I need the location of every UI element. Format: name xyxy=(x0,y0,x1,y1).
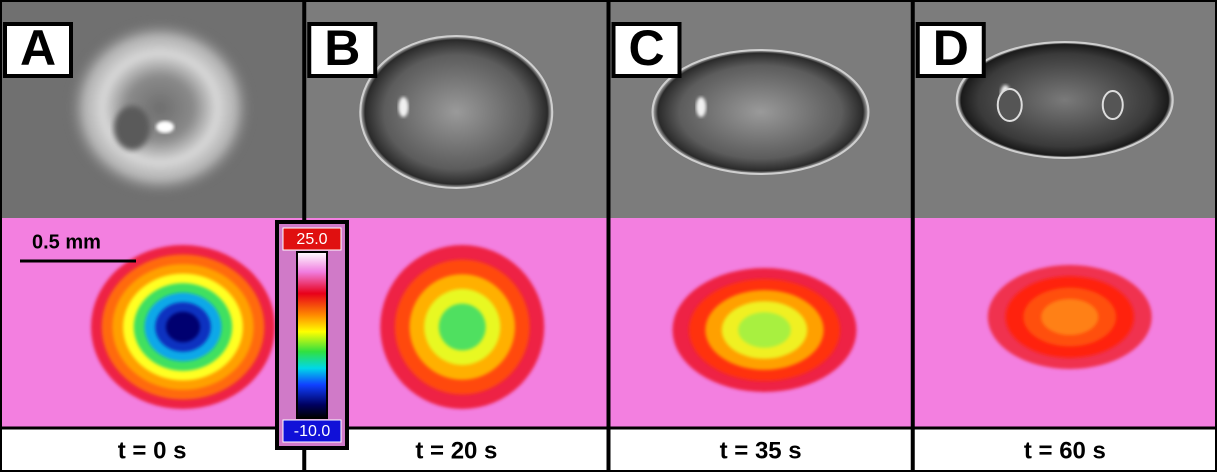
droplet xyxy=(957,42,1173,158)
droplet-core xyxy=(114,106,150,150)
time-label: t = 60 s xyxy=(1024,437,1106,464)
highlight xyxy=(156,121,174,133)
thermal-ring xyxy=(166,312,200,343)
time-label: t = 20 s xyxy=(415,437,497,464)
panel: t = 20 s B xyxy=(304,0,608,472)
colorbar-gradient xyxy=(297,252,327,418)
colorbar-max: 25.0 xyxy=(296,231,327,248)
thermal-ring xyxy=(738,312,791,347)
time-label: t = 0 s xyxy=(118,437,187,464)
highlight xyxy=(398,97,408,117)
thermal-ring xyxy=(439,304,486,351)
colorbar: 25.0 -10.0 xyxy=(277,222,347,448)
thermal-ring xyxy=(1041,299,1098,335)
droplet xyxy=(653,50,869,174)
scale-bar-label: 0.5 mm xyxy=(32,231,101,253)
highlight xyxy=(696,97,706,117)
panels: t = 0 s At = 20 s Bt = 35 s Ct = 60 s D xyxy=(0,0,1217,472)
panel-letter: A xyxy=(20,20,56,76)
bubble xyxy=(1103,91,1123,119)
panel: t = 60 s D xyxy=(913,0,1217,472)
droplet xyxy=(360,36,552,188)
panel: t = 35 s C xyxy=(609,0,913,472)
figure: t = 0 s At = 20 s Bt = 35 s Ct = 60 s D 0.5 … xyxy=(0,0,1217,472)
colorbar-min: -10.0 xyxy=(294,423,331,440)
panel-letter: D xyxy=(933,20,969,76)
droplet-ring xyxy=(65,18,255,198)
time-label: t = 35 s xyxy=(720,437,802,464)
panel-letter: B xyxy=(324,20,360,76)
panel-letter: C xyxy=(628,20,664,76)
bubble xyxy=(998,89,1022,121)
